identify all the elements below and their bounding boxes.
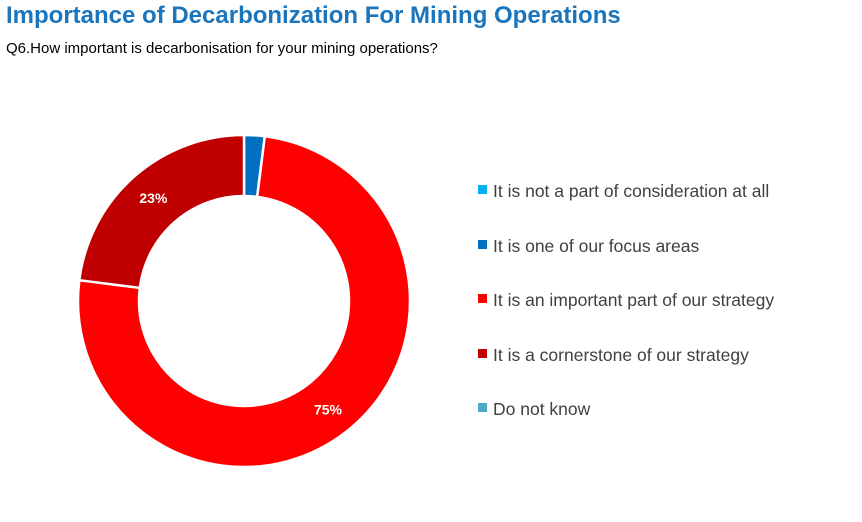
legend-swatch bbox=[478, 185, 487, 194]
slice-it-is-an-important-part-of-our-strategy bbox=[76, 134, 412, 469]
legend-swatch bbox=[478, 348, 487, 358]
legend-swatch bbox=[478, 239, 487, 249]
chart-subtitle: Q6.How important is decarbonisation for … bbox=[6, 40, 438, 57]
chart-title: Importance of Decarbonization For Mining… bbox=[6, 2, 621, 29]
legend-swatch bbox=[478, 403, 487, 412]
slice-it-is-a-cornerstone-of-our-strategy bbox=[77, 133, 246, 290]
legend-item-it-is-not-a-part-of-consideration-at-all: It is not a part of consideration at all bbox=[478, 179, 774, 234]
legend-label: It is not a part of consideration at all bbox=[493, 181, 770, 201]
legend-item-do-not-know: Do not know bbox=[478, 397, 774, 452]
legend-label: It is one of our focus areas bbox=[493, 235, 700, 256]
legend-item-it-is-a-cornerstone-of-our-strategy: It is a cornerstone of our strategy bbox=[478, 343, 774, 398]
legend-label: Do not know bbox=[493, 399, 591, 419]
data-label-it-is-an-important-part-of-our-strategy: 75% bbox=[314, 401, 343, 417]
legend-swatch bbox=[478, 294, 487, 303]
data-label-it-is-a-cornerstone-of-our-strategy: 23% bbox=[139, 190, 168, 206]
legend-item-it-is-one-of-our-focus-areas: It is one of our focus areas bbox=[478, 234, 774, 289]
legend-label: It is a cornerstone of our strategy bbox=[493, 344, 749, 365]
chart-legend: It is not a part of consideration at all… bbox=[478, 179, 774, 452]
legend-label: It is an important part of our strategy bbox=[493, 290, 775, 310]
legend-item-it-is-an-important-part-of-our-strategy: It is an important part of our strategy bbox=[478, 288, 774, 343]
